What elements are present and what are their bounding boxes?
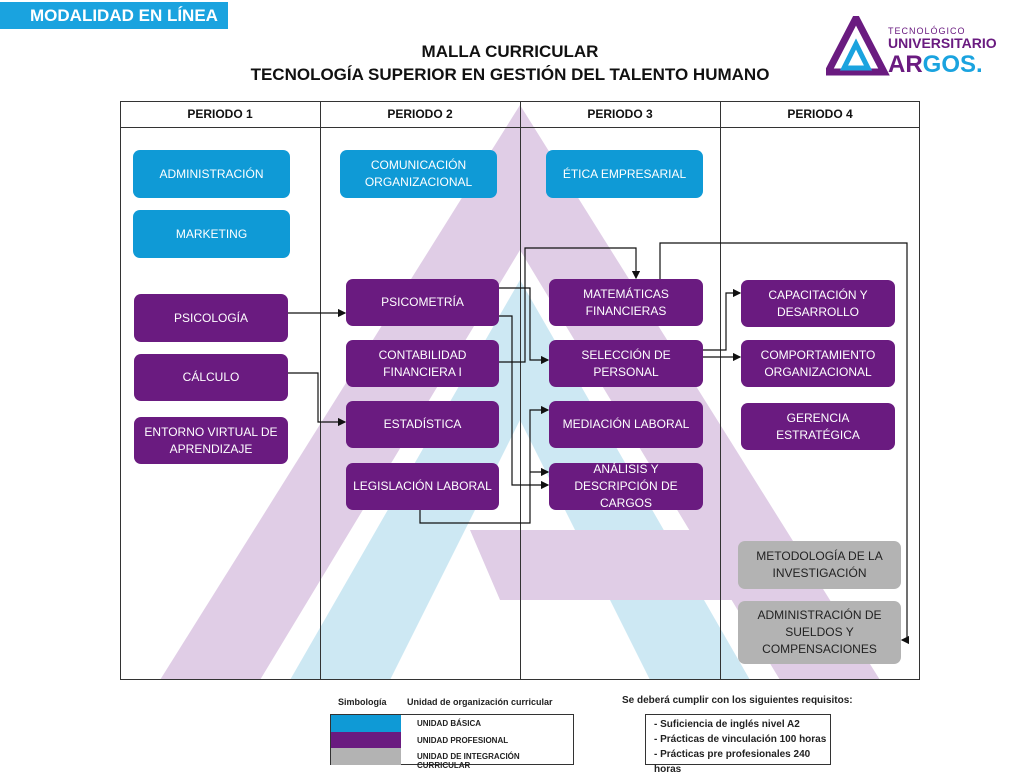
page-title: MALLA CURRICULAR	[421, 42, 599, 61]
subject-contabilidad: CONTABILIDAD FINANCIERA I	[346, 340, 499, 387]
requirements-box: - Suficiencia de inglés nivel A2 - Práct…	[645, 714, 831, 775]
subject-entorno-virtual: ENTORNO VIRTUAL DE APRENDIZAJE	[134, 417, 288, 464]
legend-item: UNIDAD PROFESIONAL	[417, 736, 509, 745]
subject-administracion: ADMINISTRACIÓN	[133, 150, 290, 198]
subject-marketing: MARKETING	[133, 210, 290, 258]
requirement-item: - Prácticas de vinculación 100 horas	[654, 734, 827, 745]
period-1-header: PERIODO 1	[187, 107, 253, 121]
subject-estadistica: ESTADÍSTICA	[346, 401, 499, 448]
svg-text:ARGOS.: ARGOS.	[888, 51, 983, 76]
legend-simbologia: Simbología	[338, 697, 387, 707]
legend-swatch-integracion	[331, 748, 401, 765]
column-divider	[720, 101, 721, 680]
period-4-header: PERIODO 4	[787, 107, 853, 121]
column-divider	[320, 101, 321, 680]
subject-psicometria: PSICOMETRÍA	[346, 279, 499, 326]
arrow	[659, 242, 910, 645]
legend-item: UNIDAD DE INTEGRACIÓN CURRICULAR	[417, 752, 520, 770]
subject-psicologia: PSICOLOGÍA	[134, 294, 288, 342]
requirement-item: - Suficiencia de inglés nivel A2	[654, 719, 800, 730]
svg-text:UNIVERSITARIO: UNIVERSITARIO	[888, 35, 997, 51]
legend-swatch-basica	[331, 715, 401, 732]
modality-badge: MODALIDAD EN LÍNEA	[0, 2, 228, 29]
requirement-item: - Prácticas pre profesionales 240 horas	[654, 749, 811, 775]
period-2-header: PERIODO 2	[387, 107, 453, 121]
legend-header: Unidad de organización curricular	[407, 697, 553, 707]
legend-box: UNIDAD BÁSICA UNIDAD PROFESIONAL UNIDAD …	[330, 714, 574, 770]
subject-seleccion: SELECCIÓN DE PERSONAL	[549, 340, 703, 387]
column-divider	[520, 101, 521, 680]
subject-calculo: CÁLCULO	[134, 354, 288, 401]
arrow	[499, 247, 641, 363]
requirements-title: Se deberá cumplir con los siguientes req…	[622, 695, 853, 706]
argos-logo: TECNOLÓGICO UNIVERSITARIO ARGOS.	[822, 10, 1006, 78]
subject-mediacion: MEDIACIÓN LABORAL	[549, 401, 703, 448]
subject-sueldos: ADMINISTRACIÓN DE SUELDOS Y COMPENSACION…	[738, 601, 901, 664]
subject-comportamiento: COMPORTAMIENTO ORGANIZACIONAL	[741, 340, 895, 387]
arrow	[419, 405, 550, 524]
page-subtitle: TECNOLOGÍA SUPERIOR EN GESTIÓN DEL TALEN…	[250, 65, 770, 84]
period-3-header: PERIODO 3	[587, 107, 653, 121]
watermark-bar	[470, 530, 760, 600]
subject-comunicacion: COMUNICACIÓN ORGANIZACIONAL	[340, 150, 497, 198]
arrow	[499, 287, 550, 365]
arrow	[288, 372, 347, 427]
subject-legislacion: LEGISLACIÓN LABORAL	[346, 463, 499, 510]
svg-text:TECNOLÓGICO: TECNOLÓGICO	[888, 26, 966, 36]
arrow	[703, 288, 742, 351]
subject-capacitacion: CAPACITACIÓN Y DESARROLLO	[741, 280, 895, 327]
subject-matematicas: MATEMÁTICAS FINANCIERAS	[549, 279, 703, 326]
subject-analisis: ANÁLISIS Y DESCRIPCIÓN DE CARGOS	[549, 462, 703, 510]
subject-metodologia: METODOLOGÍA DE LA INVESTIGACIÓN	[738, 541, 901, 589]
legend-item: UNIDAD BÁSICA	[417, 719, 481, 728]
subject-gerencia: GERENCIA ESTRATÉGICA	[741, 403, 895, 450]
subject-etica: ÉTICA EMPRESARIAL	[546, 150, 703, 198]
arrow	[499, 315, 550, 490]
legend-swatch-profesional	[331, 732, 401, 748]
